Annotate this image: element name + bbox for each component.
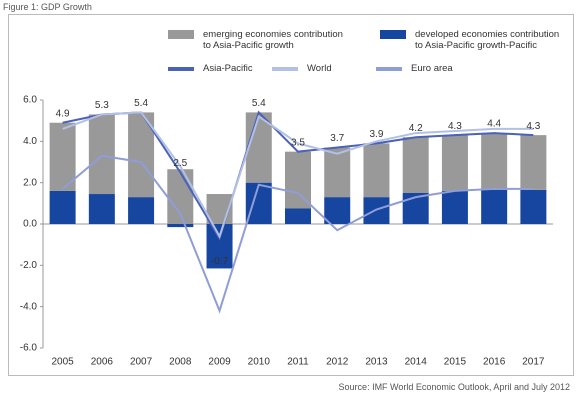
legend-swatch [272,67,298,71]
x-tick-label: 2016 [483,357,506,368]
bar [363,143,390,198]
bar [402,137,429,193]
bar [285,208,311,224]
y-tick-label: -6.0 [20,343,38,354]
x-tick-label: 2009 [208,357,231,368]
bar [167,224,194,228]
data-label: 5.4 [252,98,266,109]
data-label: 4.2 [409,123,423,134]
bar [128,197,155,224]
y-tick-label: 2.0 [23,177,37,188]
legend-swatch [380,30,406,39]
bar [441,135,468,191]
bar [88,114,115,195]
y-tick-label: 4.0 [23,136,37,147]
legend-label: emerging economies contribution to Asia-… [203,29,343,51]
bar [206,224,233,269]
data-label: 5.4 [134,98,148,109]
y-tick-label: -2.0 [20,260,38,271]
line-series [62,111,534,239]
bar [324,197,351,224]
data-label: 4.9 [56,108,70,119]
bar [481,189,508,224]
data-label: 4.3 [526,121,540,132]
chart-frame [8,14,574,376]
data-label: 3.9 [370,129,384,140]
data-label: -0.7 [211,256,229,267]
data-label: 2.5 [173,158,187,169]
bar [245,112,272,183]
legend-label: Asia-Pacific [203,63,253,74]
legend-label: Euro area [411,63,453,74]
legend-swatch [168,67,194,71]
x-tick-label: 2014 [405,357,428,368]
bar [441,190,468,224]
x-tick-label: 2005 [51,357,74,368]
legend-label: developed economies contribution to Asia… [415,29,560,51]
figure-title: Figure 1: GDP Growth [3,2,92,12]
legend-swatch [376,67,402,71]
x-tick-label: 2007 [130,357,153,368]
x-tick-label: 2008 [169,357,192,368]
data-label: 3.5 [291,137,305,148]
x-tick-label: 2017 [522,357,545,368]
legend-swatch [168,30,194,39]
bar [520,189,547,224]
data-label: 5.3 [95,100,109,111]
bar [285,151,311,209]
x-tick-label: 2010 [248,357,271,368]
source-note: Source: IMF World Economic Outlook, Apri… [338,382,570,392]
bar [49,190,76,224]
bar [520,135,547,190]
x-tick-label: 2013 [365,357,388,368]
y-tick-label: -4.0 [20,301,38,312]
legend-label: World [307,63,332,74]
bar [49,122,76,191]
line-series [61,154,534,314]
data-label: 3.7 [330,133,344,144]
x-tick-label: 2015 [444,357,467,368]
x-tick-label: 2011 [287,357,309,368]
x-tick-label: 2012 [326,357,349,368]
bar [481,133,508,190]
data-label: 4.4 [487,119,501,130]
bar [88,194,115,224]
y-tick-label: 6.0 [23,95,37,106]
data-label: 4.3 [448,121,462,132]
x-tick-label: 2006 [91,357,114,368]
bar [245,182,272,224]
bar [324,147,351,198]
y-tick-label: 0.0 [23,219,37,230]
